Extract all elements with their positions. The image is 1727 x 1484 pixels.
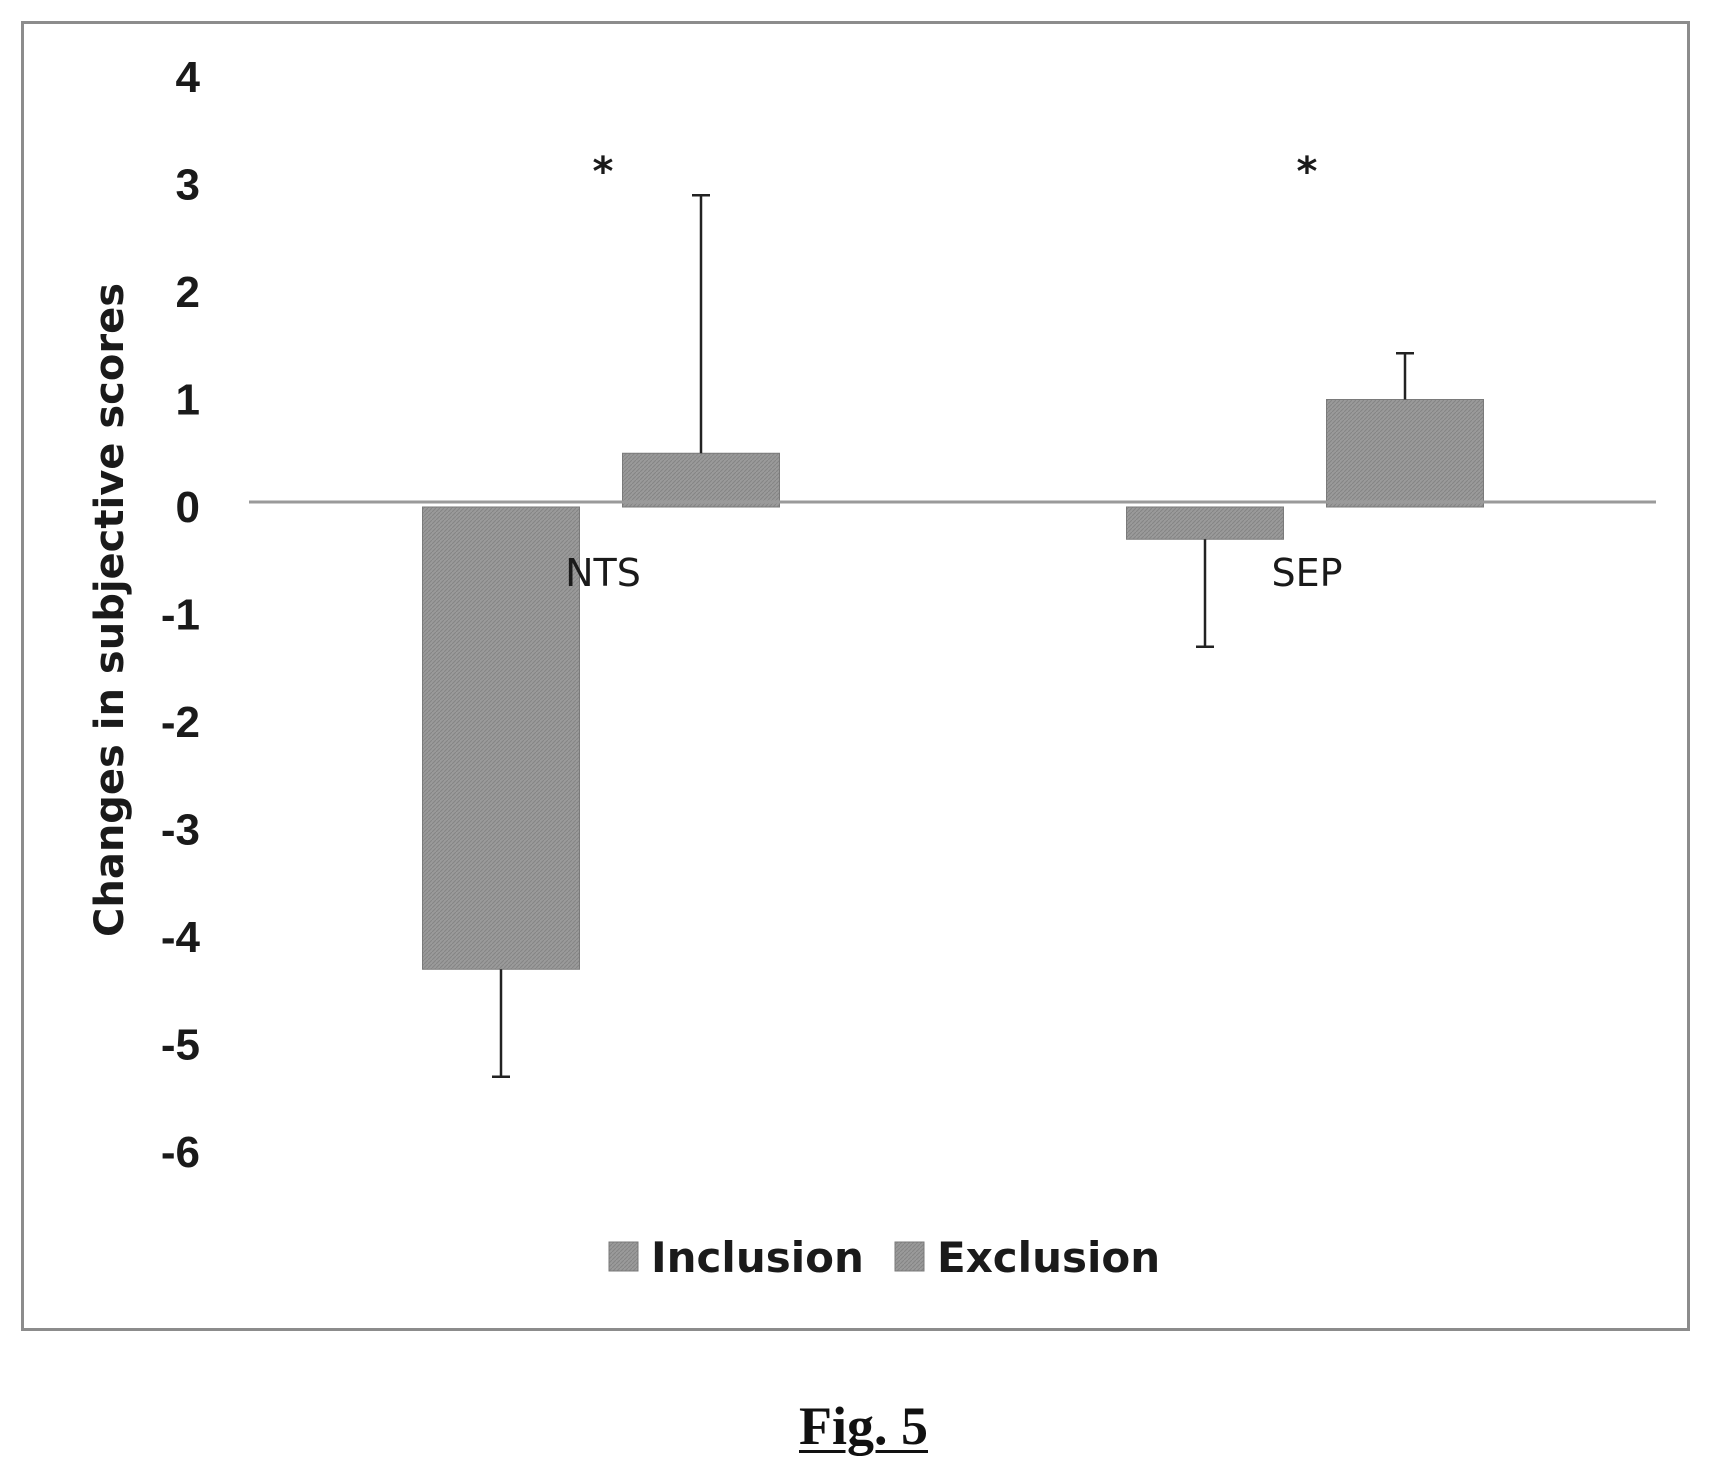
legend-item-exclusion: Exclusion — [894, 1233, 1160, 1282]
y-tick-label: -2 — [161, 698, 200, 747]
y-tick-label: 0 — [176, 483, 200, 532]
significance-marker-nts: * — [593, 149, 614, 195]
error-bar-inclusion-nts — [492, 969, 510, 1078]
figure-caption-text: Fig. 5 — [799, 1396, 928, 1456]
significance-marker-sep: * — [1297, 149, 1318, 195]
legend-label-inclusion: Inclusion — [651, 1233, 864, 1282]
bar-exclusion-nts — [622, 452, 780, 508]
bar-exclusion-sep — [1326, 399, 1484, 508]
error-bar-exclusion-nts — [692, 194, 710, 454]
bar-inclusion-sep — [1126, 506, 1284, 540]
y-tick-label: 4 — [176, 53, 201, 102]
legend-swatch-exclusion — [894, 1241, 925, 1272]
y-axis-ticks: 4 3 2 1 0 -1 -2 -3 -4 -5 -6 — [161, 53, 201, 1177]
y-tick-label: -4 — [161, 913, 201, 962]
y-tick-label: -3 — [161, 806, 200, 855]
y-axis-title: Changes in subjective scores — [87, 283, 133, 937]
y-tick-label: -1 — [161, 591, 200, 640]
bars-group — [422, 399, 1484, 970]
chart-frame — [21, 21, 1690, 1331]
error-bars-group — [492, 194, 1414, 1078]
category-label-sep: SEP — [1271, 551, 1342, 595]
y-tick-label: 1 — [176, 376, 200, 425]
bar-inclusion-nts — [422, 506, 580, 970]
category-labels: NTS SEP — [565, 551, 1342, 595]
category-label-nts: NTS — [565, 551, 641, 595]
figure-caption: Fig. 5 — [0, 1395, 1727, 1457]
legend-swatch-inclusion — [608, 1241, 639, 1272]
legend: Inclusion Exclusion — [608, 1233, 1160, 1282]
y-tick-label: -5 — [161, 1021, 200, 1070]
y-tick-label: 2 — [176, 268, 200, 317]
error-bar-inclusion-sep — [1196, 539, 1214, 648]
legend-item-inclusion: Inclusion — [608, 1233, 864, 1282]
error-bar-exclusion-sep — [1396, 352, 1414, 400]
legend-label-exclusion: Exclusion — [937, 1233, 1160, 1282]
significance-annotations: * * — [593, 149, 1318, 195]
y-tick-label: -6 — [161, 1128, 200, 1177]
y-tick-label: 3 — [176, 161, 200, 210]
